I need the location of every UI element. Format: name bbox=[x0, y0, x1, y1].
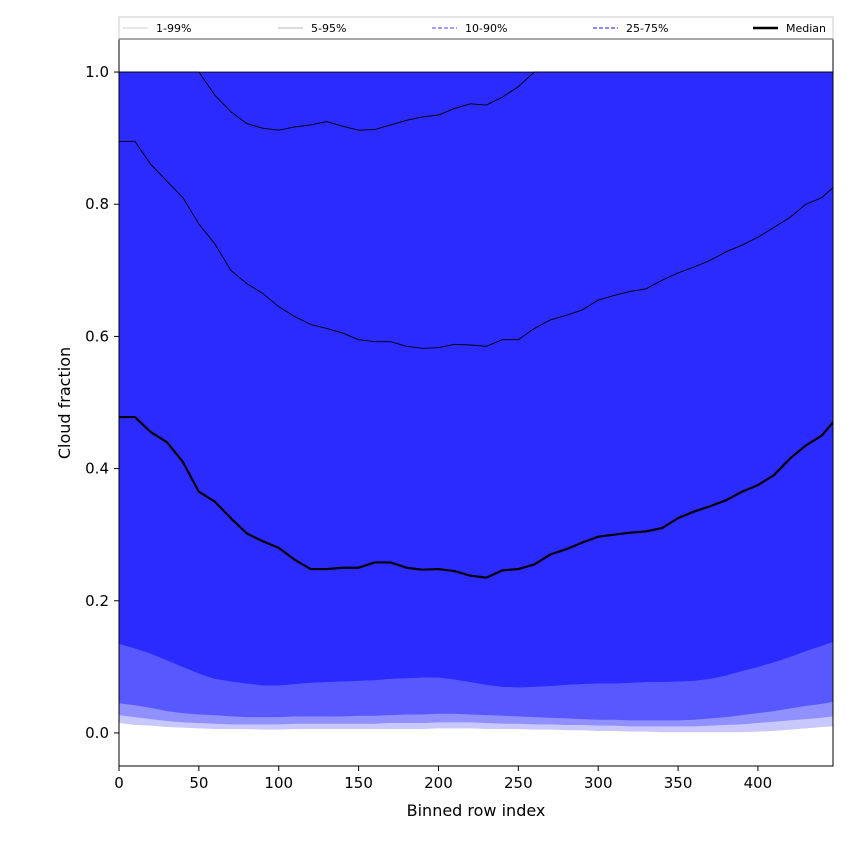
x-tick-label: 50 bbox=[189, 774, 208, 792]
y-tick-label: 0.2 bbox=[85, 592, 109, 610]
x-tick-label: 300 bbox=[584, 774, 613, 792]
band-inner bbox=[119, 141, 833, 688]
legend-label-4: Median bbox=[786, 22, 826, 35]
y-tick-label: 1.0 bbox=[85, 63, 109, 81]
y-axis: 0.0 0.2 0.4 0.6 0.8 1.0 bbox=[85, 63, 119, 742]
x-tick-label: 0 bbox=[114, 774, 124, 792]
median-line bbox=[119, 415, 833, 579]
x-axis-label: Binned row index bbox=[407, 801, 546, 820]
legend-label-1: 5-95% bbox=[311, 22, 346, 35]
legend-label-2: 10-90% bbox=[465, 22, 507, 35]
legend-label-0: 1-99% bbox=[156, 22, 191, 35]
y-tick-label: 0.6 bbox=[85, 327, 109, 345]
x-tick-label: 400 bbox=[744, 774, 773, 792]
x-tick-label: 250 bbox=[504, 774, 533, 792]
x-tick-label: 350 bbox=[664, 774, 693, 792]
y-tick-label: 0.8 bbox=[85, 195, 109, 213]
x-tick-label: 100 bbox=[264, 774, 293, 792]
plot-area bbox=[119, 71, 833, 733]
legend-label-3: 25-75% bbox=[626, 22, 668, 35]
y-tick-label: 0.0 bbox=[85, 724, 109, 742]
x-tick-label: 150 bbox=[344, 774, 373, 792]
x-tick-label: 200 bbox=[424, 774, 453, 792]
y-tick-label: 0.4 bbox=[85, 460, 109, 478]
x-axis: 0 50 100 150 200 250 300 350 400 bbox=[114, 766, 772, 792]
y-axis-label: Cloud fraction bbox=[55, 347, 74, 459]
legend: 1-99% 5-95% 10-90% 25-75% Median bbox=[118, 16, 834, 40]
band-edge-line-1 bbox=[119, 140, 833, 349]
